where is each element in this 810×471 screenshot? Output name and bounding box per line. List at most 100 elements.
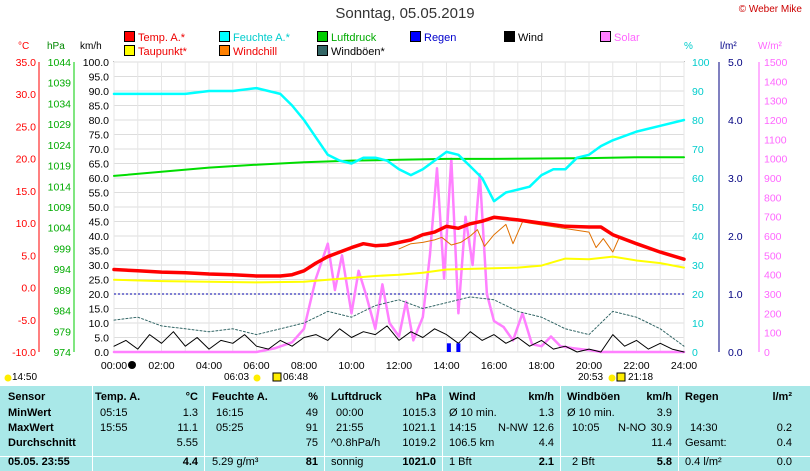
wind-axis-tick: 35.0 — [89, 246, 110, 258]
x-tick-label: 08:00 — [291, 360, 317, 372]
wind-axis-tick: 40.0 — [89, 231, 110, 243]
legend-swatch — [504, 31, 515, 42]
solar-axis-tick: 800 — [764, 192, 782, 204]
wind-axis-tick: 90.0 — [89, 86, 110, 98]
humidity-head: Feuchte A. — [212, 391, 268, 403]
series-windchill — [398, 221, 621, 253]
wind-max-direction: N-NW — [498, 422, 528, 434]
solar-axis-tick: 1500 — [764, 57, 788, 69]
humidity-min-time: 16:15 — [216, 407, 244, 419]
temp-axis-tick: -5.0 — [18, 315, 36, 327]
wind-axis-tick: 75.0 — [89, 130, 110, 142]
gust-avg10-value: 3.9 — [656, 407, 672, 419]
x-tick-label: 00:00 — [101, 360, 127, 372]
moonset-icon — [272, 372, 282, 382]
rain-total-value: 0.4 — [776, 437, 792, 449]
humidity-axis-tick: 30 — [692, 260, 704, 272]
stats-rain-column: Regen l/m² 14:30 0.2 Gesamt: 0.4 0.4 l/m² 0.… — [678, 386, 798, 471]
temp-axis-tick: 25.0 — [16, 121, 37, 133]
temp-min-value: 1.3 — [182, 407, 198, 419]
rain-rate: 0.4 l/m² — [685, 456, 722, 468]
wind-axis-tick: 0.0 — [94, 347, 109, 359]
legend-swatch — [219, 45, 230, 56]
pressure-trend: ^0.8hPa/h — [331, 437, 381, 449]
pressure-max-value: 1021.1 — [402, 422, 436, 434]
pressure-min-value: 1015.3 — [402, 407, 436, 419]
temp-axis-tick: -10.0 — [12, 347, 36, 359]
temp-current-value: 4.4 — [182, 456, 198, 468]
solar-axis-tick: 1100 — [764, 134, 787, 146]
rain-axis-tick: 3.0 — [728, 173, 743, 185]
solar-axis-tick: 1200 — [764, 115, 788, 127]
pressure-axis-tick: 989 — [53, 285, 71, 297]
rain-axis-tick: 2.0 — [728, 231, 743, 243]
wind-axis-tick: 55.0 — [89, 188, 110, 200]
gust-max-value: 30.9 — [650, 422, 672, 434]
legend-label: Regen — [424, 32, 457, 44]
stats-wind-column: Wind km/h Ø 10 min. 1.3 14:15 N-NW 12.6 106.… — [442, 386, 560, 471]
pressure-head: Luftdruck — [331, 391, 382, 403]
wind-axis-tick: 95.0 — [89, 72, 110, 84]
pressure-unit: hPa — [415, 391, 436, 403]
rain-max-value: 0.2 — [776, 422, 792, 434]
temp-head: Temp. A. — [95, 391, 141, 403]
copyright-text: © Weber Mike — [738, 4, 802, 15]
pressure-min-time: 00:00 — [336, 407, 364, 419]
wind-axis-tick: 45.0 — [89, 217, 110, 229]
row-label-min: MinWert — [8, 407, 52, 419]
gust-max-direction: N-NO — [618, 422, 647, 434]
gust-head: Windböen — [567, 391, 621, 403]
pressure-axis-tick: 1039 — [48, 78, 72, 90]
pressure-axis-tick: 984 — [53, 306, 71, 318]
wind-axis-tick: 50.0 — [89, 202, 110, 214]
moon-icon — [128, 361, 136, 369]
wind-axis-tick: 30.0 — [89, 260, 110, 272]
pressure-axis-tick: 1024 — [48, 140, 72, 152]
x-tick-label: 10:00 — [338, 360, 364, 372]
rain-axis-tick: 1.0 — [728, 289, 743, 301]
wind-axis-unit: km/h — [80, 41, 102, 52]
series-feuchte-a — [112, 86, 686, 203]
gust-beaufort: 2 Bft — [572, 456, 595, 468]
temp-axis-tick: 10.0 — [16, 218, 37, 230]
wind-avg-label: Ø 10 min. — [449, 407, 497, 419]
wind-avg10-value: 1.3 — [538, 407, 554, 419]
rain-axis-unit: l/m² — [720, 41, 737, 52]
legend-item-solar: Solar — [600, 31, 640, 44]
wind-axis-tick: 70.0 — [89, 144, 110, 156]
solar-axis-tick: 900 — [764, 173, 782, 185]
gust-current-value: 5.8 — [656, 456, 672, 468]
humidity-axis-tick: 60 — [692, 173, 704, 185]
series-temp-a — [112, 215, 686, 278]
legend-swatch — [219, 31, 230, 42]
weather-chart: 35.0 30.0 25.0 20.0 15.0 10.0 5.0 0.0 -5.0 -10.0 1… — [4, 57, 788, 382]
humidity-max-value: 91 — [305, 422, 318, 434]
humidity-axis-unit: % — [684, 41, 693, 52]
pressure-axis-tick: 1009 — [48, 202, 72, 214]
pressure-current-value: 1021.0 — [402, 456, 436, 468]
humidity-axis-tick: 90 — [692, 86, 704, 98]
humidity-max-time: 05:25 — [216, 422, 244, 434]
stats-label-column: Sensor MinWert MaxWert Durchschnitt 05.0… — [0, 386, 92, 471]
humidity-axis-tick: 50 — [692, 202, 704, 214]
row-label-current: 05.05. 23:55 — [8, 456, 70, 468]
pressure-axis-tick: 1034 — [48, 98, 72, 110]
legend-swatch — [124, 45, 135, 56]
pressure-max-time: 21:55 — [336, 422, 364, 434]
humidity-current-value: 81 — [305, 456, 318, 468]
legend-item-feuchte-a: Feuchte A.* — [219, 31, 290, 44]
solar-axis-tick: 500 — [764, 250, 782, 262]
legend-item-taupunkt: Taupunkt* — [124, 45, 187, 58]
humidity-absolute: 5.29 g/m³ — [212, 456, 259, 468]
gust-avg-value: 11.4 — [651, 437, 672, 449]
x-tick-label: 12:00 — [386, 360, 412, 372]
legend-label: Taupunkt* — [138, 46, 187, 58]
wind-max-time: 14:15 — [449, 422, 477, 434]
sun-icon — [4, 374, 12, 382]
gust-unit: km/h — [646, 391, 672, 403]
moonset-time: 06:48 — [283, 372, 309, 383]
temp-axis-unit: °C — [18, 41, 30, 52]
solar-axis-tick: 1400 — [764, 76, 788, 88]
x-tick-label: 16:00 — [481, 360, 507, 372]
solar-axis-tick: 400 — [764, 270, 782, 282]
